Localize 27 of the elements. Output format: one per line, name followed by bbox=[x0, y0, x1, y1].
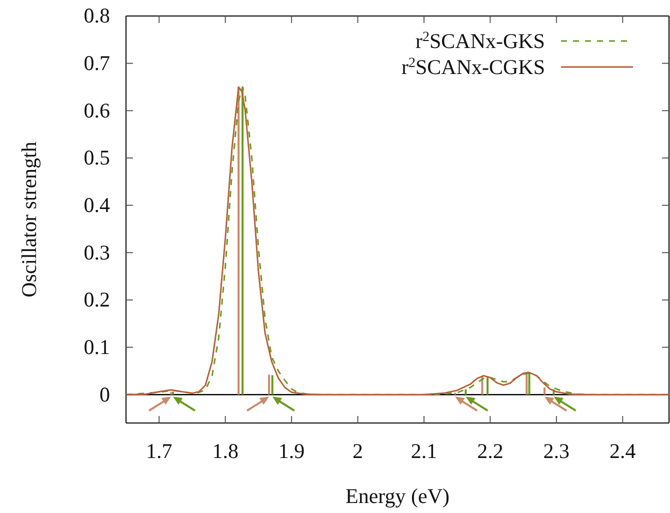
y-axis-title: Oscillator strength bbox=[17, 141, 41, 298]
x-tick-label: 2.3 bbox=[543, 438, 570, 463]
x-axis-title: Energy (eV) bbox=[346, 484, 450, 508]
y-tick-label: 0.2 bbox=[84, 288, 110, 312]
y-tick-label: 0 bbox=[100, 382, 110, 406]
y-tick-label: 0.4 bbox=[84, 193, 110, 218]
x-tick-label: 1.8 bbox=[212, 438, 238, 463]
line-series bbox=[125, 86, 670, 396]
y-tick-label: 0.1 bbox=[84, 335, 110, 359]
bar bbox=[544, 388, 546, 395]
x-tick-label: 1.9 bbox=[278, 438, 305, 463]
y-tick-label: 0.6 bbox=[84, 98, 110, 122]
x-tick-label: 1.7 bbox=[146, 438, 172, 463]
x-tick-label: 2.4 bbox=[610, 438, 636, 463]
x-tick-label: 2.1 bbox=[410, 438, 438, 463]
bar bbox=[238, 86, 240, 395]
bar bbox=[268, 374, 270, 395]
bar bbox=[271, 375, 274, 395]
bar bbox=[526, 373, 528, 395]
y-tick-label: 0.3 bbox=[84, 240, 110, 264]
y-tick-label: 0.5 bbox=[84, 146, 110, 170]
x-tick-label: 2 bbox=[352, 438, 364, 463]
legend-label: r$^{2}$SCANx-CGKS bbox=[401, 55, 545, 79]
y-tick-label: 0.7 bbox=[84, 51, 110, 76]
x-tick-label: 2.2 bbox=[477, 438, 504, 463]
legend-label: r$^{2}$SCANx-GKS bbox=[415, 29, 545, 53]
y-tick-label: 0.8 bbox=[84, 4, 110, 28]
